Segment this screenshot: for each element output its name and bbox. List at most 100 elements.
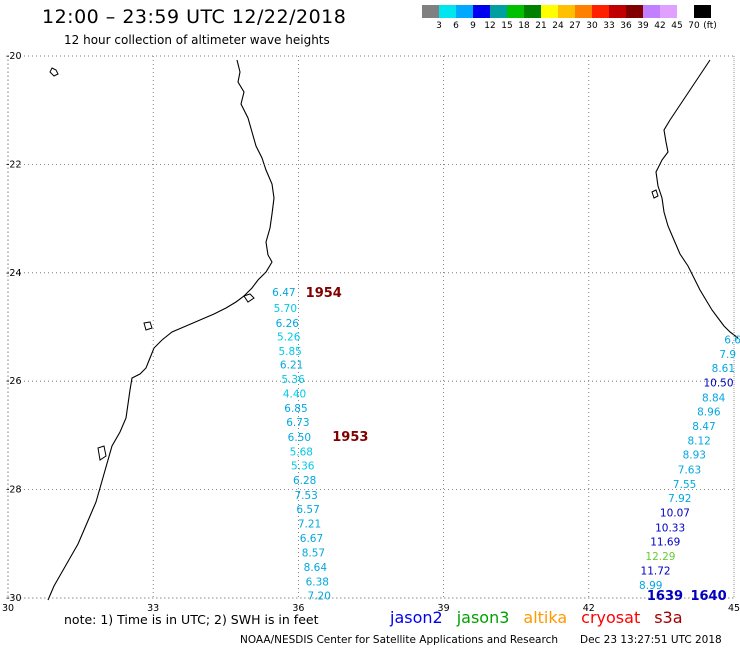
wave-height-reading: 10.33 <box>655 522 685 534</box>
wave-height-reading: 6.57 <box>296 504 319 516</box>
colorbar-tick-label: 70 <box>688 21 700 31</box>
wave-height-reading: 8.96 <box>697 406 721 418</box>
wave-height-reading: 8.64 <box>304 562 328 574</box>
colorbar-tick-labels: 3 6 9 12 15 18 21 24 27 30 33 36 39 42 45 70 (ft) <box>422 21 740 33</box>
longitude-tick-label: 30 <box>2 603 14 614</box>
wave-height-reading: 7.20 <box>308 591 331 603</box>
credit-line: NOAA/NESDIS Center for Satellite Applica… <box>240 634 558 646</box>
satellite-legend-altika: altika <box>523 608 568 627</box>
colorbar-swatch <box>660 5 677 18</box>
colorbar-swatch <box>592 5 609 18</box>
wave-height-reading: 6.28 <box>293 475 316 487</box>
latitude-tick-label: -30 <box>6 593 22 604</box>
colorbar-tick-label: 30 <box>586 21 598 31</box>
colorbar-tick-label: 9 <box>470 21 476 31</box>
wave-height-colorbar <box>422 5 711 18</box>
wave-height-reading: 7.63 <box>678 464 701 476</box>
satellite-legend-jason3: jason3 <box>456 608 510 627</box>
wave-height-reading: 8.93 <box>683 450 706 462</box>
wave-height-reading: 6.85 <box>284 403 307 415</box>
pass-time-label: 1639 <box>647 589 683 604</box>
colorbar-tick-label: 3 <box>436 21 442 31</box>
colorbar-tick-label: 33 <box>603 21 615 31</box>
wave-height-reading: 6.26 <box>276 318 300 330</box>
wave-height-reading: 6.50 <box>288 432 311 444</box>
colorbar-tick-label: 36 <box>620 21 632 31</box>
wave-height-reading: 11.72 <box>641 566 671 578</box>
colorbar-tick-label: 27 <box>569 21 581 31</box>
colorbar-swatch <box>677 5 694 18</box>
colorbar-swatch <box>694 5 711 18</box>
colorbar-swatch <box>524 5 541 18</box>
wave-height-reading: 7.21 <box>298 519 321 531</box>
longitude-tick-label: 33 <box>147 603 159 614</box>
latitude-tick-label: -22 <box>6 159 22 170</box>
wave-height-reading: 6.38 <box>306 577 329 589</box>
wave-height-reading: 8.84 <box>702 392 726 404</box>
colorbar-tick-label: 18 <box>518 21 530 31</box>
latitude-tick-label: -24 <box>6 268 22 279</box>
longitude-tick-label: 39 <box>438 603 450 614</box>
colorbar-swatch <box>422 5 439 18</box>
map-axes: 30 33 36 39 42 45 -20 -22 -24 -26 -28 -30 <box>2 51 740 614</box>
colorbar-swatch <box>473 5 490 18</box>
wave-height-reading: 6.73 <box>286 417 309 429</box>
colorbar-tick-label: 15 <box>501 21 513 31</box>
longitude-tick-label: 45 <box>728 603 740 614</box>
colorbar-swatch <box>456 5 473 18</box>
pass-time-label: 1954 <box>306 286 342 301</box>
pass-time-label: 1953 <box>332 430 368 445</box>
footer-note: note: 1) Time is in UTC; 2) SWH is in fe… <box>64 612 319 627</box>
longitude-tick-label: 42 <box>583 603 595 614</box>
wave-height-reading: 7.53 <box>294 490 317 502</box>
latitude-tick-label: -26 <box>6 376 22 387</box>
latitude-tick-label: -20 <box>6 51 22 62</box>
colorbar-swatch <box>507 5 524 18</box>
wave-height-reading: 5.70 <box>274 303 297 315</box>
satellite-legend: jason2 jason3 altika cryosat s3a <box>390 608 697 627</box>
wave-height-reading: 11.69 <box>650 536 680 548</box>
colorbar-tick-label: 42 <box>654 21 666 31</box>
pass-time-label: 1640 <box>690 589 726 604</box>
wave-height-reading: 7.55 <box>673 479 696 491</box>
colorbar-tick-label: 21 <box>535 21 547 31</box>
colorbar-swatch <box>609 5 626 18</box>
wave-height-reading: 7.92 <box>668 493 691 505</box>
wave-height-reading: 7.9 <box>719 349 736 361</box>
wave-height-reading: 10.07 <box>660 508 690 520</box>
wave-height-reading: 6.6 <box>724 334 740 346</box>
colorbar-swatch <box>558 5 575 18</box>
colorbar-tick-label: 24 <box>552 21 564 31</box>
satellite-legend-s3a: s3a <box>654 608 683 627</box>
colorbar-tick-label: 45 <box>671 21 683 31</box>
longitude-tick-label: 36 <box>292 603 304 614</box>
satellite-legend-jason2: jason2 <box>390 608 443 627</box>
wave-height-reading: 6.21 <box>280 360 303 372</box>
map-title: 12:00 – 23:59 UTC 12/22/2018 <box>42 6 347 28</box>
colorbar-swatch <box>490 5 507 18</box>
colorbar-swatch <box>643 5 660 18</box>
wave-height-reading: 8.57 <box>302 547 325 559</box>
satellite-legend-cryosat: cryosat <box>581 608 641 627</box>
wave-height-reading: 5.26 <box>277 332 301 344</box>
colorbar-swatch <box>439 5 456 18</box>
wave-height-reading: 5.36 <box>281 374 305 386</box>
latitude-tick-label: -28 <box>6 485 22 496</box>
wave-height-reading: 6.47 <box>272 287 295 299</box>
colorbar-swatch <box>575 5 592 18</box>
map-frame <box>7 55 735 599</box>
colorbar-swatch <box>541 5 558 18</box>
wave-height-reading: 4.40 <box>283 388 306 400</box>
colorbar-tick-label: 12 <box>484 21 496 31</box>
wave-height-reading: 12.29 <box>645 551 675 563</box>
wave-height-reading: 5.36 <box>291 461 315 473</box>
wave-height-reading: 6.67 <box>300 533 323 545</box>
wave-height-reading: 8.47 <box>692 421 715 433</box>
colorbar-tick-label: 6 <box>453 21 459 31</box>
wave-height-reading: 5.85 <box>278 346 301 358</box>
wave-height-reading: 5.68 <box>290 446 313 458</box>
altimeter-readings: 6.47 5.70 6.26 5.26 5.85 6.21 5.36 4.40 6.85 6.73… <box>272 287 740 603</box>
generation-timestamp: Dec 23 13:27:51 UTC 2018 <box>580 634 722 646</box>
coastline <box>47 59 739 601</box>
